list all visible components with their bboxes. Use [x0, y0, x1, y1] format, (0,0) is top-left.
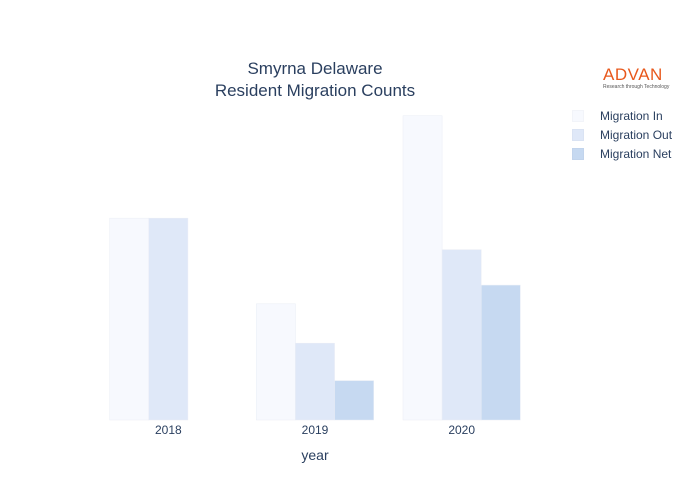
- x-tick-label: 2020: [448, 423, 475, 437]
- bars-group: [109, 115, 521, 421]
- logo-tagline: Research through Technology: [603, 84, 670, 90]
- legend-item-migration-in[interactable]: Migration In: [572, 106, 672, 125]
- chart-subtitle: Resident Migration Counts: [214, 81, 416, 100]
- bar-migration-out-2019[interactable]: [295, 342, 335, 421]
- advan-logo: ADVAN Research through Technology: [603, 65, 673, 91]
- legend-swatch: [572, 147, 584, 160]
- bar-migration-in-2018[interactable]: [109, 217, 150, 421]
- x-tick-label: 2019: [302, 423, 329, 437]
- bar-migration-out-2018[interactable]: [148, 217, 189, 421]
- bar-migration-in-2020[interactable]: [402, 115, 443, 421]
- legend-label: Migration Out: [600, 127, 673, 142]
- bar-migration-out-2020[interactable]: [441, 249, 482, 421]
- legend-item-migration-out[interactable]: Migration Out: [572, 125, 672, 144]
- legend-swatch: [572, 128, 584, 141]
- bar-migration-net-2020[interactable]: [480, 284, 521, 421]
- x-tick-label: 2018: [155, 423, 182, 437]
- legend-label: Migration In: [600, 108, 663, 123]
- legend-swatch: [572, 109, 584, 122]
- bar-migration-net-2019[interactable]: [334, 380, 374, 421]
- logo-wordmark: ADVAN: [603, 65, 663, 84]
- bar-migration-in-2019[interactable]: [256, 303, 296, 421]
- x-axis-label: year: [301, 447, 329, 463]
- legend-label: Migration Net: [600, 146, 672, 161]
- chart-title: Smyrna Delaware: [247, 59, 383, 78]
- legend-item-migration-net[interactable]: Migration Net: [572, 144, 672, 163]
- x-ticks-group: 2018 2019 2020: [155, 423, 475, 437]
- legend: Migration In Migration Out Migration Net: [572, 106, 672, 163]
